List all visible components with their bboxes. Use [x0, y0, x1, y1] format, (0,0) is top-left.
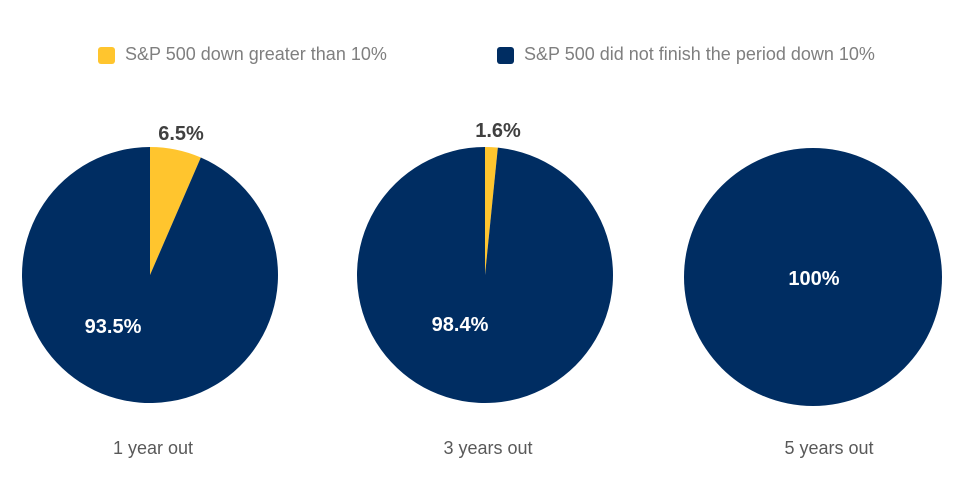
pie-1-slice-s-p-500-down-greater-than-10: [150, 147, 201, 275]
pie-3-slice-s-p-500-did-not-finish-the-period-down-10: [684, 148, 942, 406]
pie-3-caption: 5 years out: [784, 438, 873, 458]
pie-1-caption: 1 year out: [113, 438, 193, 458]
legend-item-down-greater-than-10: S&P 500 down greater than 10%: [98, 44, 398, 64]
pie-1-data-label-s-p-500-did-not-finish-the-period-down-10: 93.5%: [85, 316, 142, 338]
pie-2-data-label-s-p-500-down-greater-than-10: 1.6%: [475, 120, 521, 142]
pie-2-caption: 3 years out: [443, 438, 532, 458]
legend-swatch-navy: [497, 47, 514, 64]
legend-label-down-greater-than-10: S&P 500 down greater than 10%: [125, 44, 387, 64]
pie-3-data-label-s-p-500-did-not-finish-the-period-down-10: 100%: [788, 268, 839, 290]
legend-swatch-yellow: [98, 47, 115, 64]
legend-item-did-not-finish-down: S&P 500 did not finish the period down 1…: [497, 44, 957, 64]
pie-1-slice-s-p-500-did-not-finish-the-period-down-10: [21, 147, 278, 403]
pie-2-data-label-s-p-500-did-not-finish-the-period-down-10: 98.4%: [432, 314, 489, 336]
chart-legend: S&P 500 down greater than 10% S&P 500 di…: [0, 44, 975, 94]
pie-2-slice-s-p-500-did-not-finish-the-period-down-10: [357, 147, 613, 403]
pie-2-slice-s-p-500-down-greater-than-10: [485, 147, 498, 275]
pie-1-data-label-s-p-500-down-greater-than-10: 6.5%: [158, 123, 204, 145]
legend-label-did-not-finish-down: S&P 500 did not finish the period down 1…: [524, 44, 875, 64]
